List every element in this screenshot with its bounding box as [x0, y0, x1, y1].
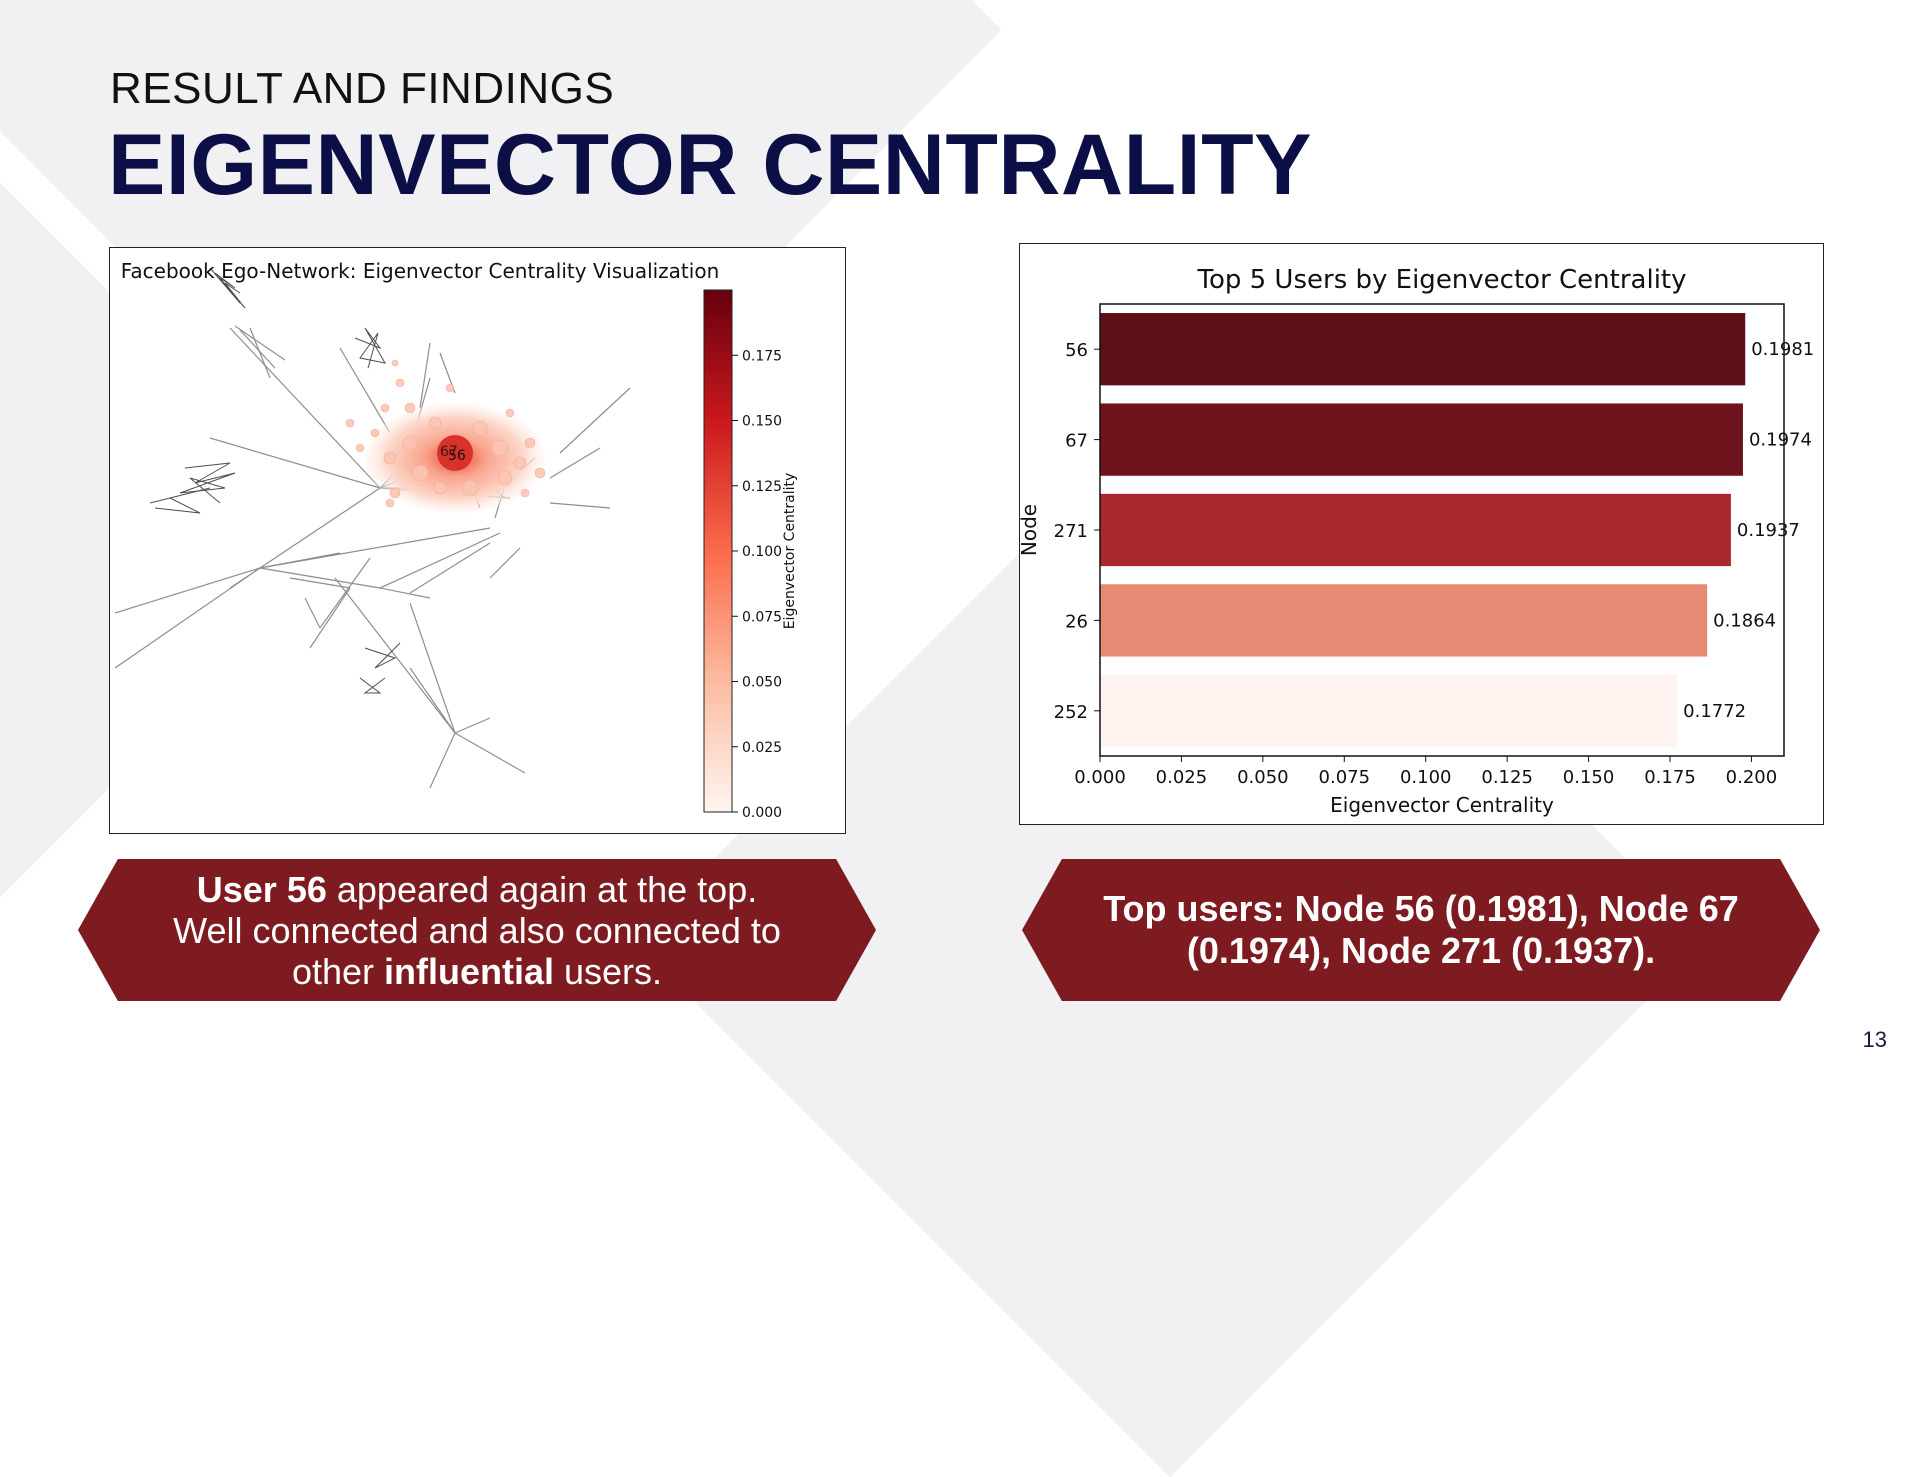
- y-tick-label: 67: [1065, 431, 1088, 452]
- callout-left: User 56 appeared again at the top. Well …: [78, 859, 876, 1001]
- y-axis-label: Node: [1020, 504, 1041, 556]
- colorbar: 0.175 0.150 0.125 0.100 0.075 0.050 0.025 0.000…: [703, 289, 798, 821]
- svg-text:56: 56: [448, 448, 466, 464]
- callout-left-text: User 56 appeared again at the top. Well …: [173, 869, 781, 992]
- bar-value-label: 0.1974: [1749, 430, 1812, 451]
- x-tick-label: 0.150: [1563, 767, 1615, 788]
- x-tick-label: 0.175: [1644, 767, 1696, 788]
- x-axis-label: Eigenvector Centrality: [1330, 793, 1554, 817]
- network-chart-title: Facebook Ego-Network: Eigenvector Centra…: [121, 259, 720, 283]
- bar-value-label: 0.1937: [1737, 520, 1800, 541]
- bar-value-label: 0.1864: [1713, 610, 1776, 631]
- network-main-cluster: 56 67: [345, 359, 546, 513]
- x-tick-label: 0.075: [1319, 767, 1371, 788]
- callout-right-line1: Top users: Node 56 (0.1981), Node 67: [1103, 888, 1739, 929]
- y-tick-label: 271: [1054, 521, 1088, 542]
- x-tick-label: 0.050: [1237, 767, 1289, 788]
- callout-right-line2: (0.1974), Node 271 (0.1937).: [1186, 930, 1656, 971]
- colorbar-tick-label: 0.175: [742, 348, 782, 364]
- bar-value-label: 0.1981: [1751, 339, 1814, 360]
- bar-node-252: [1100, 674, 1678, 747]
- callout-left-text4: users.: [554, 950, 663, 992]
- colorbar-tick-label: 0.000: [742, 805, 782, 821]
- page-title: EIGENVECTOR CENTRALITY: [108, 117, 1312, 213]
- section-subtitle: RESULT AND FINDINGS: [110, 64, 615, 113]
- colorbar-gradient: [703, 289, 733, 813]
- y-tick-label: 26: [1065, 611, 1088, 632]
- callout-left-bold-user: User 56: [196, 868, 327, 910]
- colorbar-label: Eigenvector Centrality: [782, 473, 798, 630]
- colorbar-tick-label: 0.125: [742, 479, 782, 495]
- bar-node-56: [1100, 313, 1746, 386]
- colorbar-tick-label: 0.075: [742, 609, 782, 625]
- x-tick-label: 0.100: [1400, 767, 1452, 788]
- y-tick-label: 56: [1065, 340, 1088, 361]
- bar-value-label: 0.1772: [1683, 701, 1746, 722]
- network-chart: Facebook Ego-Network: Eigenvector Centra…: [114, 259, 798, 821]
- callout-left-text1: appeared again at the top.: [326, 868, 758, 910]
- y-tick-label: 252: [1054, 702, 1088, 723]
- network-edges: [114, 325, 631, 789]
- callout-left-bold-influential: influential: [384, 950, 554, 992]
- x-tick-label: 0.025: [1156, 767, 1208, 788]
- colorbar-tick-label: 0.050: [742, 675, 782, 691]
- bar-node-67: [1100, 403, 1743, 476]
- bar-chart: Top 5 Users by Eigenvector Centrality 0.…: [1017, 265, 1814, 817]
- callout-left-text2: Well connected and also connected to: [173, 909, 781, 951]
- colorbar-tick-label: 0.025: [742, 740, 782, 756]
- callout-right: Top users: Node 56 (0.1981), Node 67 (0.…: [1022, 859, 1820, 1001]
- colorbar-tick-label: 0.100: [742, 544, 782, 560]
- callout-right-text: Top users: Node 56 (0.1981), Node 67 (0.…: [1103, 888, 1739, 972]
- bar-chart-panel: Top 5 Users by Eigenvector Centrality 0.…: [1017, 243, 1824, 825]
- callout-left-text3: other: [291, 950, 384, 992]
- x-tick-label: 0.000: [1074, 767, 1126, 788]
- network-dense-clusters: [149, 267, 401, 694]
- network-visualization-panel: Facebook Ego-Network: Eigenvector Centra…: [109, 247, 846, 834]
- bar-chart-title: Top 5 Users by Eigenvector Centrality: [1196, 265, 1686, 295]
- x-tick-label: 0.125: [1481, 767, 1533, 788]
- x-tick-label: 0.200: [1726, 767, 1778, 788]
- bar-node-26: [1100, 584, 1708, 657]
- svg-text:67: 67: [440, 444, 458, 460]
- colorbar-tick-label: 0.150: [742, 414, 782, 430]
- bar-node-271: [1100, 493, 1731, 567]
- page-number: 13: [1862, 1027, 1887, 1052]
